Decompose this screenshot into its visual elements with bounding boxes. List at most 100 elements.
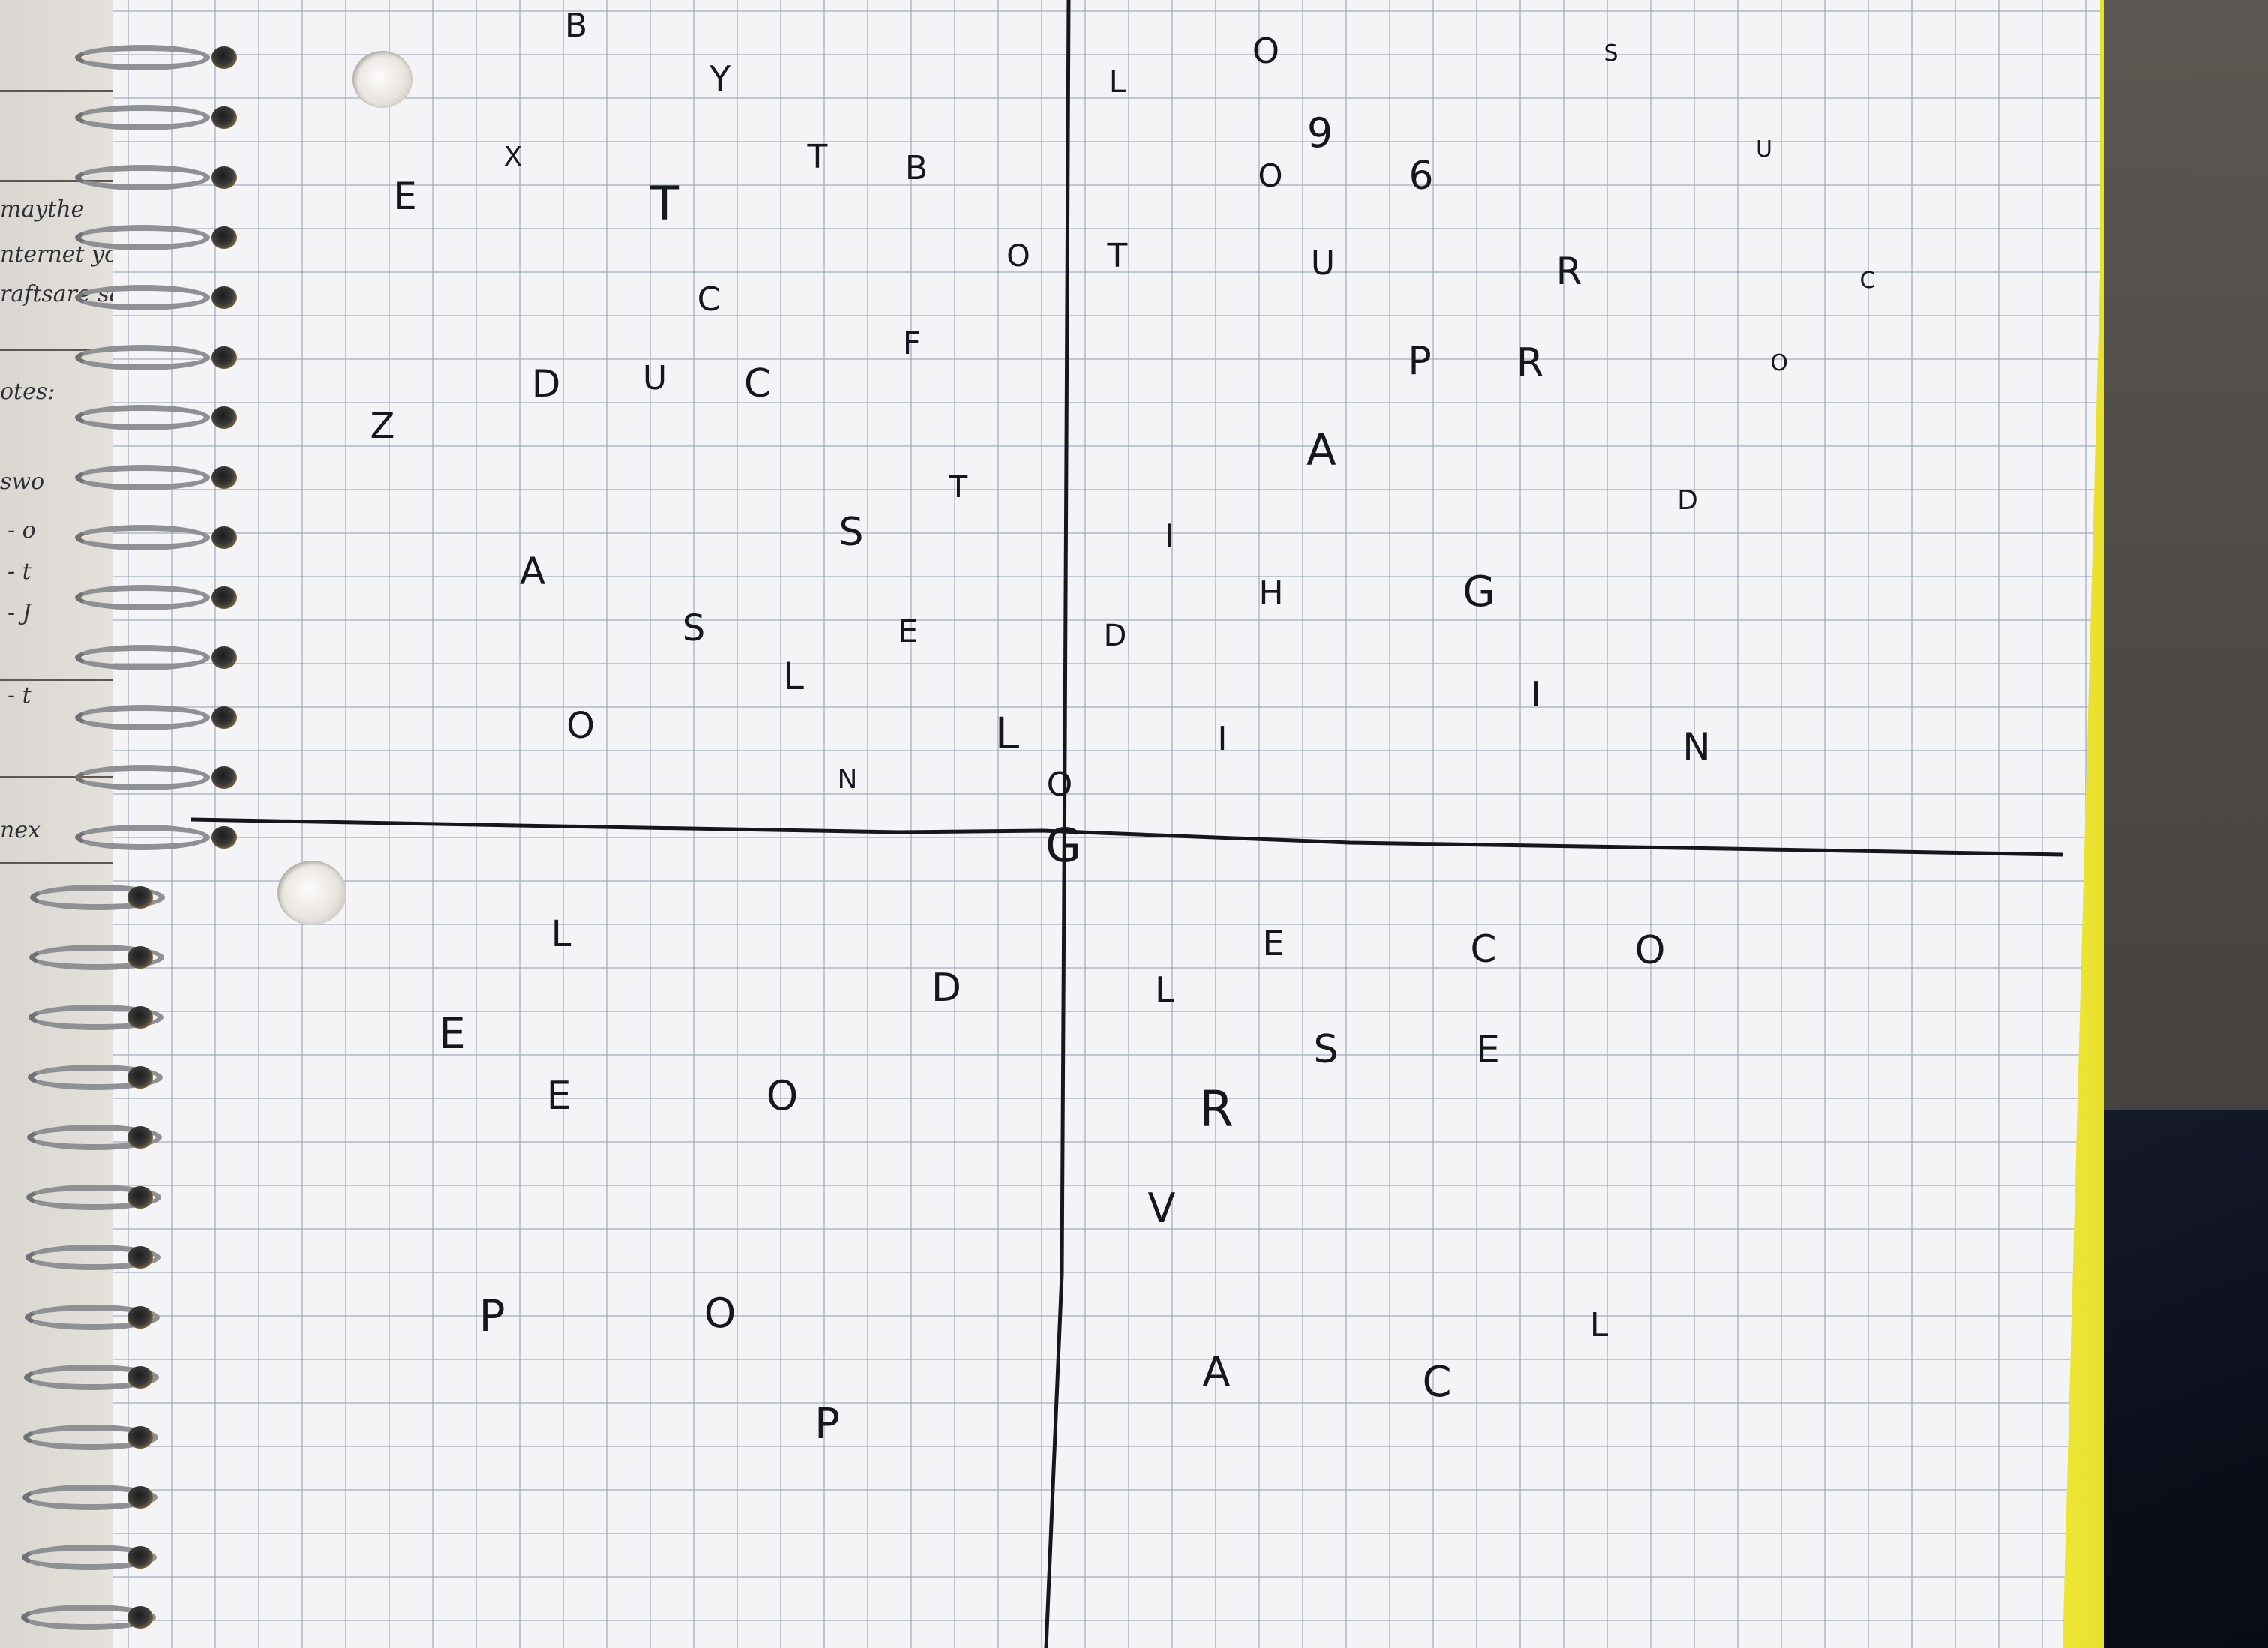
spiral-hole — [212, 46, 237, 69]
spiral-ring — [26, 1245, 160, 1270]
handwritten-letter: D — [931, 966, 962, 1011]
spiral-ring — [75, 705, 210, 730]
spiral-hole — [128, 946, 153, 969]
handwritten-letter: E — [898, 613, 919, 649]
handwritten-letter: U — [642, 359, 668, 397]
handwritten-letter: U — [1756, 136, 1772, 163]
handwritten-letter: T — [650, 176, 679, 231]
handwritten-letter: L — [1589, 1306, 1609, 1344]
spiral-ring — [22, 1485, 158, 1510]
spiral-ring — [75, 45, 210, 70]
spiral-hole — [212, 346, 237, 369]
handwritten-letter: D — [1677, 485, 1698, 516]
handwritten-letter: P — [1408, 339, 1432, 384]
handwritten-letter: X — [503, 142, 523, 172]
spiral-hole — [212, 826, 237, 849]
left-page-rule — [0, 349, 158, 351]
handwritten-letter: 6 — [1408, 154, 1434, 199]
handwritten-letter: B — [904, 149, 928, 187]
handwritten-letter: T — [1107, 237, 1128, 275]
handwritten-letter: R — [1556, 250, 1582, 293]
handwritten-letter: A — [1306, 424, 1336, 475]
spiral-ring — [28, 1005, 164, 1030]
handwritten-letter: C — [1422, 1358, 1452, 1407]
handwritten-letter: O — [1770, 350, 1788, 376]
handwritten-letter: C — [1470, 927, 1497, 971]
spiral-hole — [128, 1186, 153, 1209]
left-scrawl: swo — [0, 469, 45, 495]
spiral-ring — [75, 165, 210, 190]
spiral-ring — [75, 465, 210, 490]
spiral-hole — [212, 646, 237, 669]
spiral-hole — [128, 1426, 153, 1449]
handwritten-letter: N — [1682, 725, 1711, 769]
handwritten-letter: V — [1148, 1185, 1176, 1232]
handwritten-letter: I — [1165, 517, 1175, 554]
handwritten-letter: O — [1258, 157, 1283, 194]
spiral-ring — [25, 1305, 160, 1330]
handwritten-letter: B — [564, 7, 588, 45]
spiral-ring — [75, 825, 210, 850]
left-scrawl: - t — [8, 559, 32, 585]
handwritten-letter: L — [550, 913, 572, 955]
handwritten-letter: O — [566, 705, 595, 747]
left-page-rule — [0, 90, 158, 92]
left-scrawl: - o — [8, 517, 36, 544]
spiral-hole — [128, 1306, 153, 1329]
left-page-rule — [0, 679, 158, 681]
spiral-hole — [212, 526, 237, 549]
vertical-axis — [1044, 0, 1071, 1648]
handwritten-letter: O — [766, 1072, 799, 1119]
handwritten-letter: A — [519, 550, 546, 593]
handwritten-letter: P — [814, 1400, 840, 1449]
handwritten-letter: E — [439, 1010, 466, 1059]
handwritten-letter: N — [837, 764, 858, 795]
spiral-ring — [75, 765, 210, 790]
handwritten-letter: C — [743, 361, 772, 406]
spiral-hole — [212, 706, 237, 729]
left-scrawl: otes: — [0, 379, 56, 405]
spiral-ring — [75, 225, 210, 250]
spiral-ring — [75, 525, 210, 550]
spiral-hole — [212, 406, 237, 429]
spiral-hole — [128, 1246, 153, 1269]
handwritten-letter: O — [1006, 239, 1030, 274]
handwritten-letter: P — [478, 1290, 506, 1341]
handwritten-letter: C — [1859, 268, 1876, 294]
spiral-hole — [128, 1126, 153, 1149]
spiral-hole — [128, 1066, 153, 1089]
handwritten-letter: O — [704, 1290, 736, 1337]
handwritten-letter: S — [838, 510, 864, 555]
punch-hole — [352, 51, 412, 108]
spiral-hole — [212, 766, 237, 789]
spiral-hole — [212, 166, 237, 189]
handwritten-letter: F — [902, 325, 922, 361]
handwritten-letter: O — [1252, 31, 1280, 71]
punch-hole — [278, 861, 346, 925]
handwritten-letter: T — [949, 470, 968, 505]
spiral-ring — [28, 1065, 163, 1090]
spiral-hole — [128, 1486, 153, 1509]
spiral-ring — [21, 1605, 156, 1630]
handwritten-letter: L — [1108, 65, 1126, 100]
handwritten-letter: U — [1310, 244, 1336, 283]
handwritten-letter: T — [807, 138, 828, 176]
spiral-hole — [128, 1606, 153, 1629]
spiral-hole — [212, 106, 237, 129]
spiral-hole — [128, 1006, 153, 1029]
spiral-hole — [212, 286, 237, 309]
left-scrawl: nex — [0, 817, 40, 843]
spiral-ring — [27, 1125, 162, 1150]
left-scrawl: - J — [8, 600, 32, 626]
spiral-ring — [23, 1425, 158, 1450]
handwritten-letter: L — [994, 708, 1020, 759]
handwritten-letter: S — [1313, 1027, 1339, 1072]
handwritten-letter: C — [697, 280, 721, 319]
handwritten-letter: I — [1531, 674, 1541, 715]
spiral-hole — [128, 1546, 153, 1569]
handwritten-letter: 9 — [1306, 109, 1334, 157]
handwritten-letter: A — [1202, 1348, 1231, 1395]
left-page-rule — [0, 862, 158, 864]
spiral-ring — [26, 1185, 161, 1210]
